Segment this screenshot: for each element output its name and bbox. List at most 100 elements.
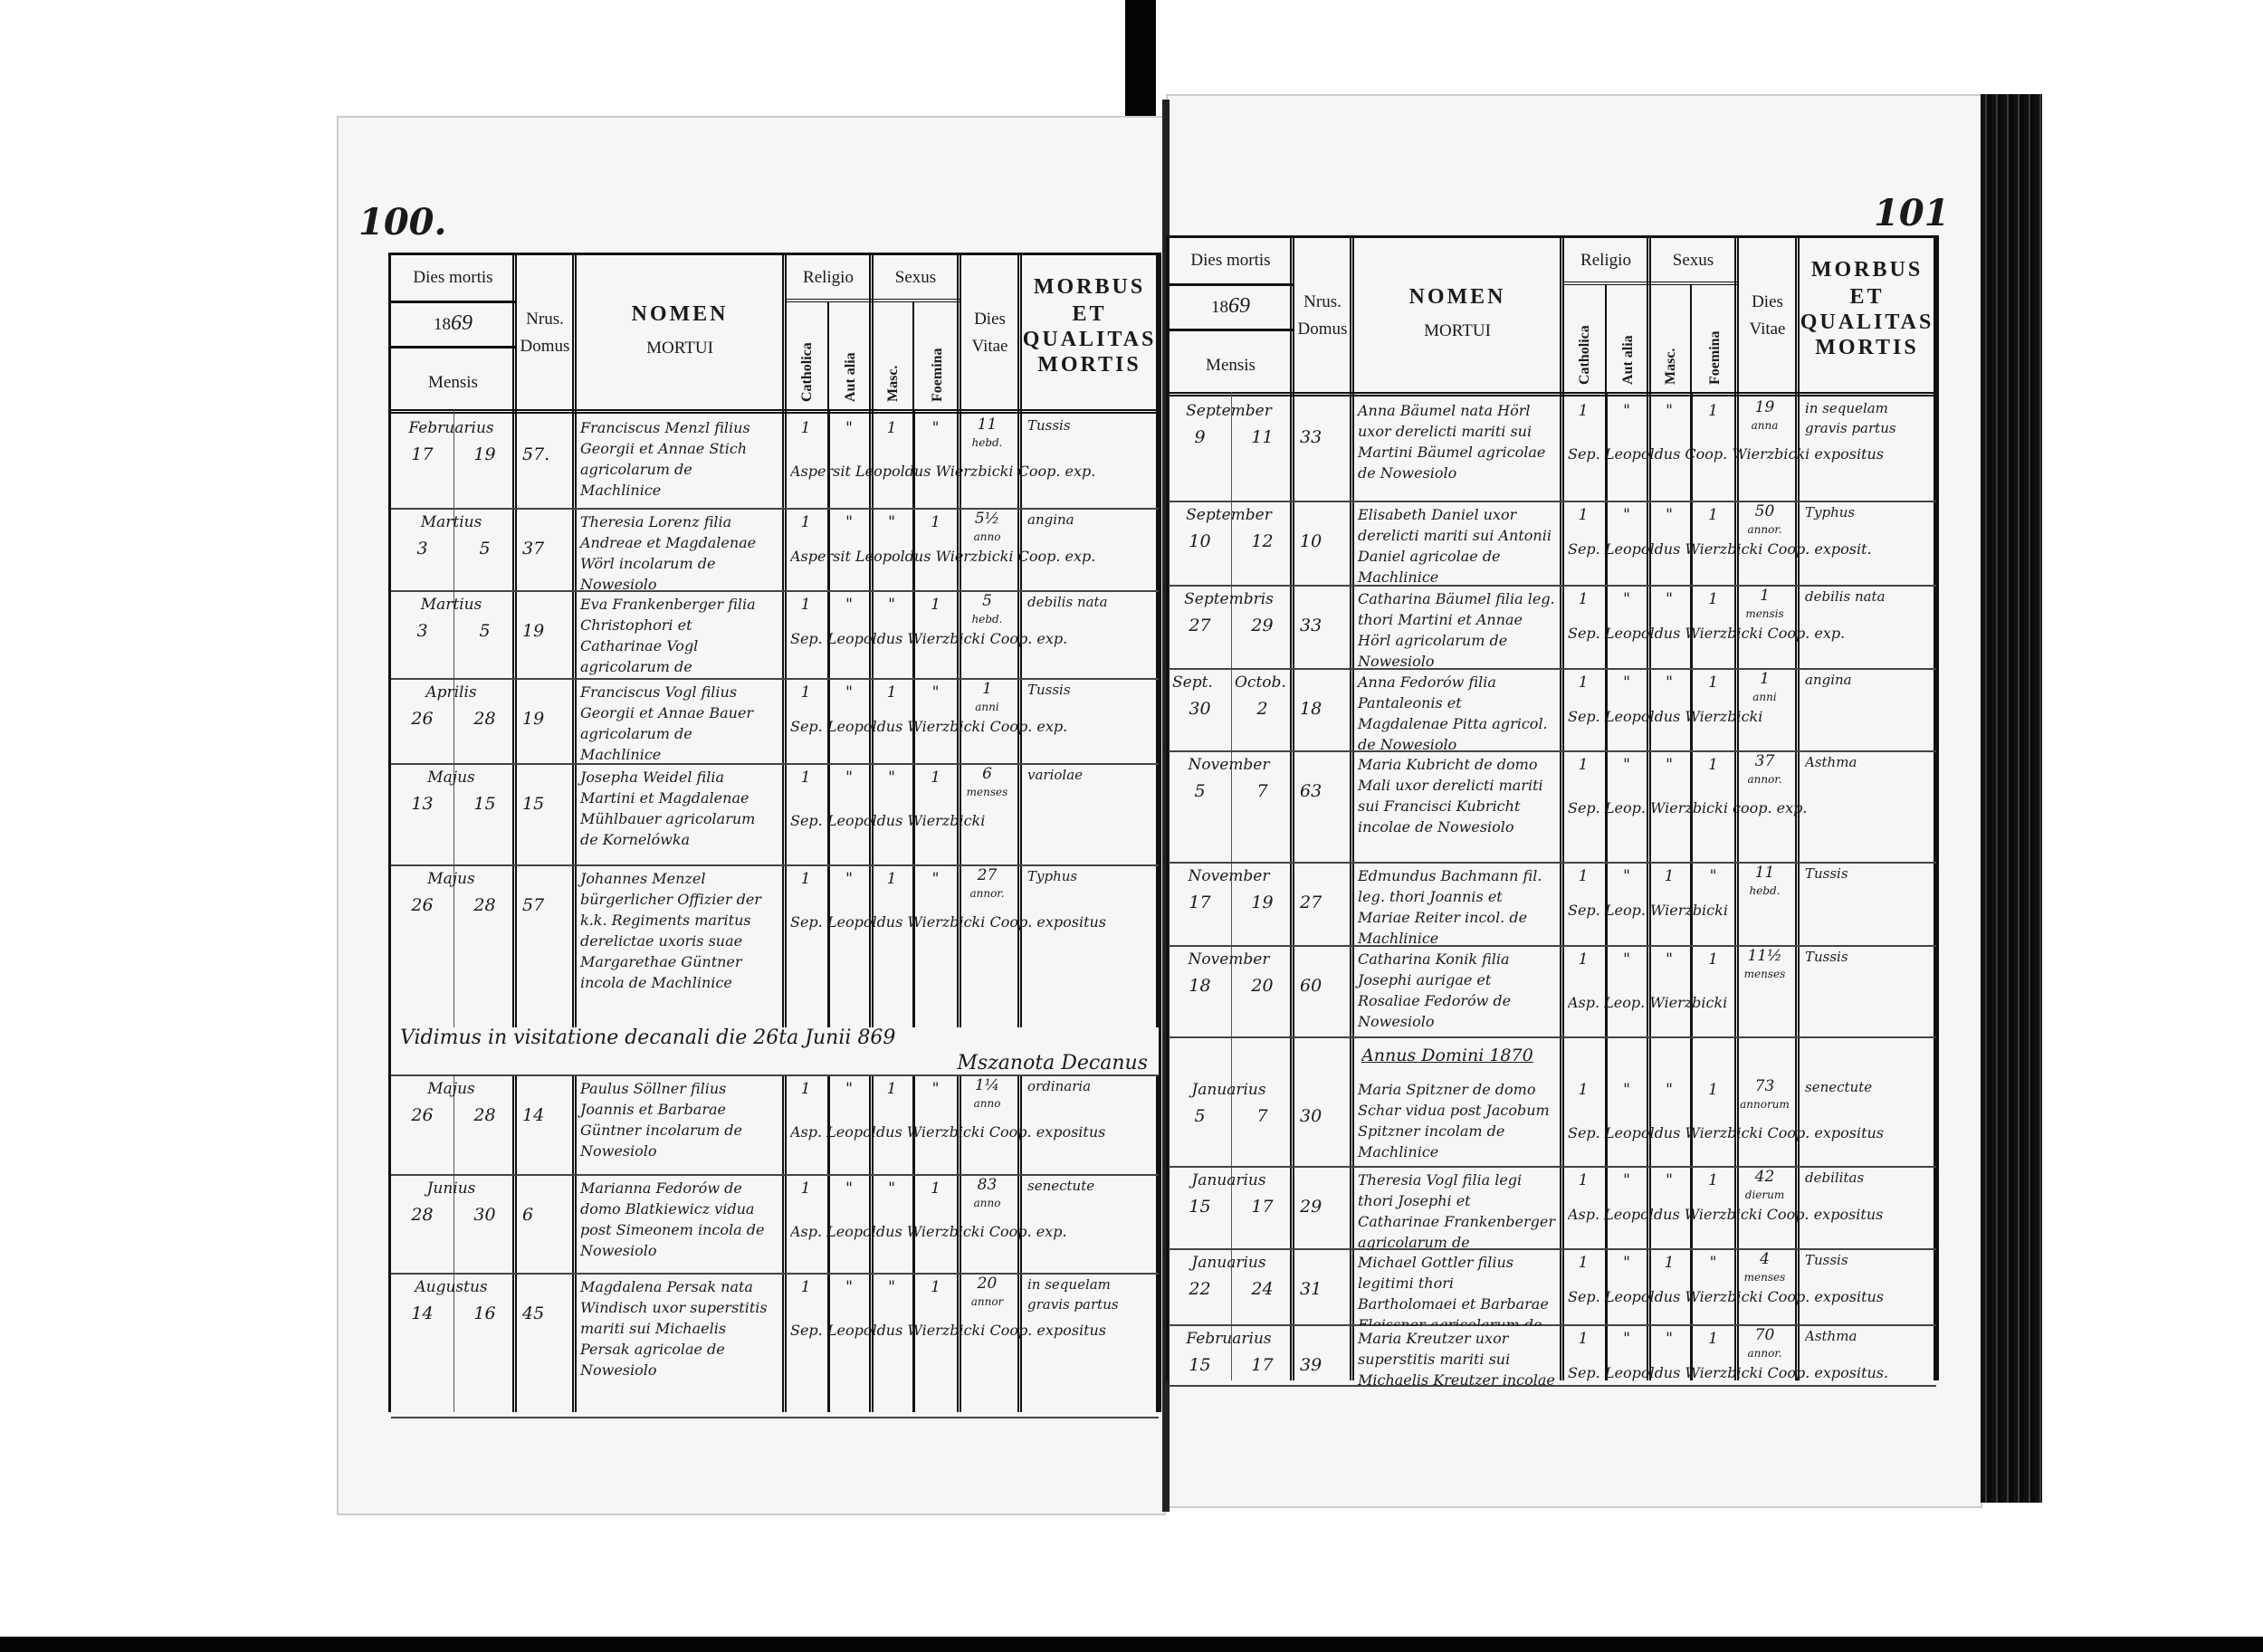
header-qualitas: QUALITAS: [1022, 328, 1157, 351]
male-mark: ": [888, 1179, 895, 1198]
register-entry: September 9 11 33 Anna Bäumel nata Hörl uxor…: [1169, 396, 1936, 502]
header-mortui: MORTUI: [646, 339, 713, 358]
header-morbus: MORBUS: [1810, 258, 1924, 282]
year-prefix: 18: [434, 315, 451, 334]
register-entry: November 18 20 60 Catharina Konik filia Jose…: [1169, 945, 1936, 1038]
burial-day: 17: [1251, 1197, 1274, 1217]
female-mark: 1: [1708, 590, 1718, 608]
column-divider: [1352, 392, 1564, 1380]
catholic-mark: 1: [1578, 506, 1589, 524]
house-number: 10: [1300, 531, 1322, 551]
register-entry: Majus 26 28 57 Johannes Menzel bürgerlicher …: [391, 864, 1159, 1029]
deceased-name: Theresia Vogl filia legi thori Josephi e…: [1358, 1171, 1555, 1250]
cause-of-death: Asthma: [1805, 754, 1857, 770]
catholic-mark: 1: [1578, 1254, 1589, 1272]
female-mark: ": [1709, 867, 1717, 885]
cause-of-death: senectute: [1027, 1178, 1095, 1194]
burial-officiant: Sep. Leop. Wierzbicki: [1568, 902, 1728, 919]
age-value: 11: [1754, 864, 1775, 882]
burial-day: 28: [473, 709, 496, 729]
header-qualitas: QUALITAS: [1800, 310, 1934, 334]
other-religion-mark: ": [1623, 950, 1630, 969]
cause-of-death: Tussis: [1027, 417, 1071, 434]
table-header: Dies mortis 1869 Mensis Nrus. Domus NOMEN MORT…: [1169, 238, 1936, 396]
female-mark: ": [1709, 1254, 1717, 1272]
column-divider: [1608, 392, 1651, 1380]
deceased-name: Maria Kubricht de domo Mali uxor derelic…: [1358, 756, 1543, 836]
age-unit: hebd.: [971, 436, 1003, 449]
burial-officiant: Sep. Leopoldus Wierzbicki Coop. expositu…: [1568, 1124, 1885, 1141]
burial-officiant: Asp. Leopoldus Wierzbicki Coop. expositu…: [790, 1123, 1106, 1141]
female-mark: 1: [931, 596, 941, 614]
register-entry: September 10 12 10 Elisabeth Daniel uxor der…: [1169, 501, 1936, 587]
age-value: 83: [977, 1176, 998, 1194]
header-et: ET: [1849, 285, 1885, 309]
age-value: 70: [1754, 1326, 1775, 1344]
male-mark: ": [888, 769, 895, 787]
age-value: 5½: [974, 510, 1000, 528]
burial-day: 7: [1256, 781, 1268, 801]
header-catholica: Catholica: [799, 342, 815, 402]
age-unit: menses: [1743, 968, 1786, 980]
catholic-mark: 1: [800, 683, 811, 702]
header-column-divider: [785, 302, 829, 409]
catholic-mark: 1: [1578, 402, 1589, 420]
burial-day: 7: [1256, 1106, 1268, 1126]
female-mark: ": [931, 1080, 940, 1098]
cause-of-death: Tussis: [1805, 1252, 1848, 1268]
header-foemina: Foemina: [929, 348, 945, 402]
other-religion-mark: ": [845, 683, 853, 702]
header-nrus: Nrus.: [1303, 292, 1342, 311]
register-entry: Junius 28 30 6 Marianna Fedorów de domo Blat…: [391, 1174, 1159, 1275]
male-mark: ": [1666, 756, 1673, 774]
column-divider: [960, 409, 1022, 1412]
page-number: 100.: [358, 201, 447, 244]
deceased-name: Josepha Weidel filia Martini et Magdalen…: [580, 769, 756, 848]
death-day: 9: [1194, 427, 1206, 447]
cause-of-death: debilis nata: [1805, 588, 1886, 605]
house-number: 45: [522, 1303, 545, 1323]
cause-of-death: ordinaria: [1027, 1078, 1092, 1094]
death-day: 5: [1194, 781, 1206, 801]
cause-of-death: senectute: [1805, 1079, 1873, 1095]
deceased-name: Maria Kreutzer uxor superstitis mariti s…: [1358, 1330, 1555, 1387]
male-mark: 1: [1664, 1254, 1675, 1272]
burial-day: 16: [473, 1303, 496, 1323]
header-column-divider: [1293, 238, 1354, 392]
other-religion-mark: ": [845, 769, 853, 787]
header-domus: Domus: [520, 337, 570, 356]
other-religion-mark: ": [845, 1179, 853, 1198]
column-divider: [1169, 392, 1294, 1380]
column-divider: [785, 409, 830, 1412]
female-mark: 1: [931, 1278, 941, 1296]
catholic-mark: 1: [800, 769, 811, 787]
header-aut_alia: Aut alia: [843, 352, 858, 402]
cause-of-death: angina: [1027, 511, 1074, 528]
death-day: 18: [1189, 976, 1211, 996]
house-number: 30: [1300, 1106, 1322, 1126]
catholic-mark: 1: [1578, 867, 1589, 885]
house-number: 15: [522, 794, 545, 814]
male-mark: ": [1666, 402, 1673, 420]
male-mark: 1: [886, 419, 897, 437]
column-divider: [1293, 392, 1354, 1380]
cause-of-death: Tussis: [1805, 865, 1848, 882]
other-religion-mark: ": [1623, 590, 1630, 608]
death-day: 30: [1189, 699, 1211, 719]
divider: [1562, 282, 1737, 285]
deceased-name: Elisabeth Daniel uxor derelicti mariti s…: [1358, 506, 1552, 586]
death-day: 13: [411, 794, 434, 814]
burial-officiant: Aspersit Leopoldus Wierzbicki Coop. exp.: [790, 548, 1096, 565]
house-number: 33: [1300, 427, 1322, 447]
visitation-text: Vidimus in visitatione decanali die 26ta…: [400, 1027, 896, 1049]
age-unit: anna: [1751, 419, 1779, 432]
burial-officiant: Asp. Leopoldus Wierzbicki Coop. exp.: [790, 1223, 1067, 1240]
catholic-mark: 1: [800, 513, 811, 531]
catholic-mark: 1: [1578, 1171, 1589, 1189]
death-day: 17: [411, 444, 434, 464]
divider: [391, 301, 515, 303]
header-nrus: Nrus.: [526, 310, 564, 329]
month: Januarius: [1191, 1081, 1266, 1099]
age-unit: annorum: [1740, 1098, 1790, 1111]
header-dies: Dies: [1752, 292, 1783, 311]
